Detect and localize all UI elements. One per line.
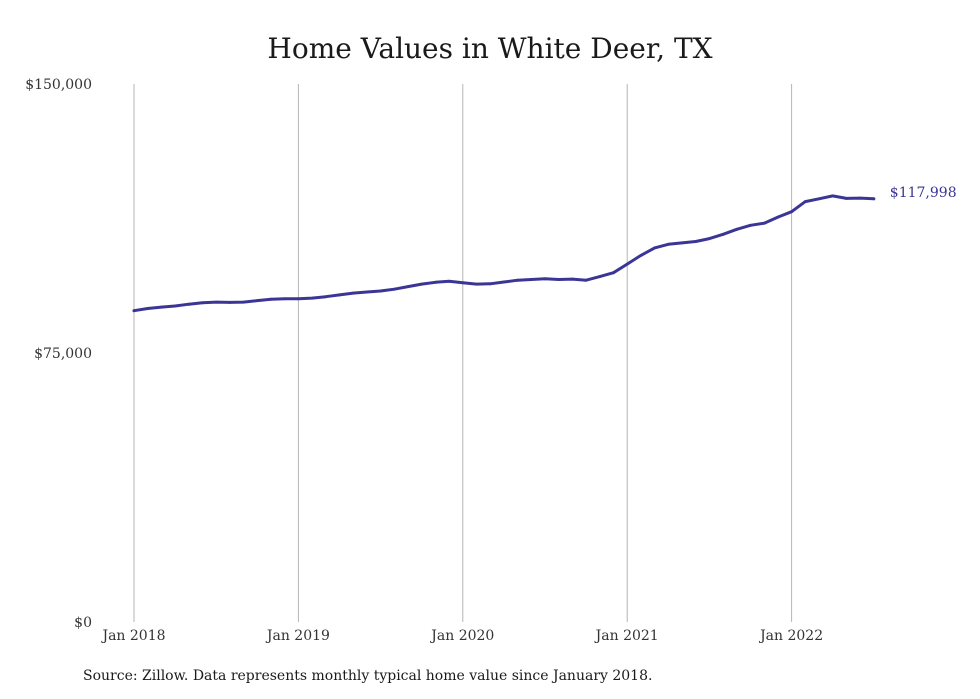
data-point xyxy=(160,305,163,309)
data-point xyxy=(680,241,684,245)
data-point xyxy=(283,297,287,301)
end-label-group: $117,998 xyxy=(890,185,957,201)
gridlines xyxy=(133,84,793,622)
data-point xyxy=(214,300,218,304)
data-point xyxy=(612,271,615,275)
data-point xyxy=(502,280,506,284)
data-point xyxy=(420,282,424,286)
data-point xyxy=(571,277,574,281)
data-point xyxy=(365,290,369,294)
data-point xyxy=(653,246,656,250)
data-point xyxy=(872,197,876,201)
data-point xyxy=(338,293,341,297)
data-point xyxy=(434,280,437,284)
x-tick-label: Jan 2018 xyxy=(100,628,165,644)
data-point xyxy=(297,297,300,301)
y-axis-ticks: $0 $75,000 $150,000 xyxy=(25,77,92,631)
data-point xyxy=(310,296,314,300)
data-point xyxy=(584,278,588,282)
data-point xyxy=(351,291,355,295)
data-point xyxy=(516,278,519,282)
data-point xyxy=(625,262,629,266)
x-tick-label: Jan 2021 xyxy=(594,628,659,644)
data-point xyxy=(735,227,739,231)
data-point xyxy=(529,278,533,281)
series-line-group xyxy=(132,194,876,313)
x-tick-label: Jan 2022 xyxy=(758,628,823,644)
data-point xyxy=(461,281,465,285)
data-point xyxy=(228,301,232,304)
data-point xyxy=(255,299,259,302)
data-point xyxy=(639,254,643,257)
source-note: Source: Zillow. Data represents monthly … xyxy=(83,668,653,684)
data-point xyxy=(488,282,492,286)
data-point xyxy=(132,309,136,313)
data-point xyxy=(201,301,204,305)
data-point xyxy=(324,295,328,299)
x-axis-ticks: Jan 2018 Jan 2019 Jan 2020 Jan 2021 Jan 2022 xyxy=(100,628,823,644)
x-tick-label: Jan 2019 xyxy=(265,628,330,644)
data-point xyxy=(845,197,848,200)
data-point xyxy=(406,285,410,288)
data-point xyxy=(187,302,191,306)
data-point xyxy=(721,232,725,236)
data-point xyxy=(447,279,451,283)
chart-title: Home Values in White Deer, TX xyxy=(267,32,713,65)
data-point xyxy=(817,197,821,201)
data-point xyxy=(831,194,835,198)
data-point xyxy=(858,196,862,200)
data-point xyxy=(242,300,246,304)
data-point xyxy=(762,221,766,225)
series-line xyxy=(132,194,876,313)
x-tick-label: Jan 2020 xyxy=(429,628,494,644)
data-point xyxy=(803,200,807,204)
data-point xyxy=(475,282,478,286)
data-point xyxy=(269,297,273,301)
data-point xyxy=(749,223,752,227)
data-point xyxy=(379,289,382,293)
y-tick-label: $0 xyxy=(74,615,92,631)
y-tick-label: $150,000 xyxy=(25,77,92,93)
data-point xyxy=(543,277,547,281)
data-point xyxy=(146,307,150,310)
end-value-label: $117,998 xyxy=(890,185,957,201)
data-point xyxy=(173,304,177,308)
data-point xyxy=(790,210,793,214)
y-tick-label: $75,000 xyxy=(34,346,92,362)
data-point xyxy=(392,287,396,291)
data-point xyxy=(776,215,780,219)
data-point xyxy=(598,275,602,278)
data-point xyxy=(694,240,698,243)
data-point xyxy=(557,278,561,281)
data-point xyxy=(666,242,670,246)
data-point xyxy=(708,237,711,241)
